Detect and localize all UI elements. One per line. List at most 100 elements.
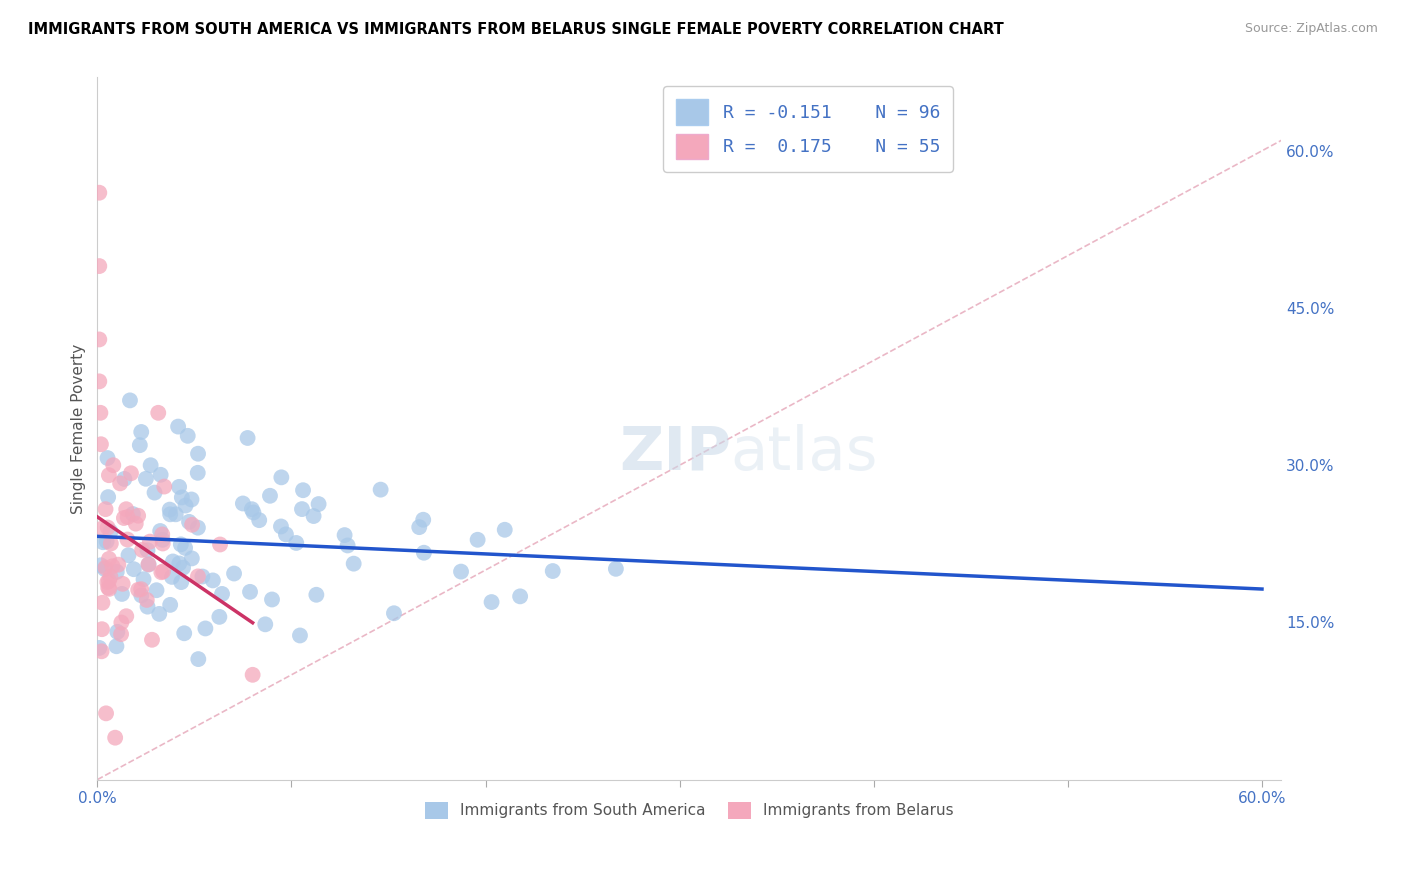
Point	[150, 527, 173, 541]
Point	[96, 450, 118, 465]
Point	[117, 548, 139, 562]
Point	[110, 627, 132, 641]
Point	[181, 517, 204, 532]
Point	[288, 628, 311, 642]
Point	[136, 543, 159, 558]
Point	[100, 524, 122, 539]
Point	[107, 558, 129, 572]
Point	[336, 538, 359, 552]
Point	[97, 520, 120, 534]
Point	[152, 533, 174, 547]
Point	[242, 668, 264, 682]
Text: ZIP: ZIP	[619, 424, 731, 483]
Point	[145, 583, 167, 598]
Point	[201, 574, 224, 588]
Point	[89, 333, 111, 347]
Point	[222, 566, 245, 581]
Point	[117, 510, 139, 524]
Point	[270, 519, 292, 533]
Point	[90, 558, 112, 573]
Point	[122, 507, 145, 521]
Point	[191, 569, 214, 583]
Point	[467, 533, 489, 547]
Point	[117, 533, 139, 547]
Point	[177, 515, 200, 529]
Point	[138, 558, 160, 572]
Point	[125, 516, 148, 531]
Point	[541, 564, 564, 578]
Point	[94, 560, 117, 574]
Point	[96, 534, 118, 549]
Point	[236, 431, 259, 445]
Point	[127, 582, 149, 597]
Point	[94, 502, 117, 516]
Point	[94, 706, 117, 721]
Point	[139, 458, 162, 473]
Point	[118, 393, 141, 408]
Point	[149, 524, 172, 538]
Point	[91, 535, 114, 549]
Point	[131, 588, 153, 602]
Point	[239, 585, 262, 599]
Text: IMMIGRANTS FROM SOUTH AMERICA VS IMMIGRANTS FROM BELARUS SINGLE FEMALE POVERTY C: IMMIGRANTS FROM SOUTH AMERICA VS IMMIGRA…	[28, 22, 1004, 37]
Point	[148, 607, 170, 621]
Y-axis label: Single Female Poverty: Single Female Poverty	[72, 343, 86, 514]
Point	[509, 590, 531, 604]
Point	[91, 622, 114, 636]
Point	[177, 429, 200, 443]
Point	[138, 558, 160, 572]
Point	[139, 534, 162, 549]
Point	[232, 496, 254, 510]
Point	[135, 593, 157, 607]
Point	[115, 609, 138, 624]
Point	[209, 537, 232, 551]
Point	[148, 406, 170, 420]
Point	[110, 615, 132, 630]
Point	[333, 528, 356, 542]
Point	[173, 626, 195, 640]
Point	[382, 607, 405, 621]
Point	[94, 562, 117, 576]
Point	[174, 541, 197, 555]
Point	[89, 406, 111, 420]
Point	[105, 565, 128, 579]
Point	[450, 565, 472, 579]
Point	[104, 731, 127, 745]
Point	[605, 562, 627, 576]
Point	[159, 502, 181, 516]
Point	[98, 552, 121, 566]
Point	[270, 470, 292, 484]
Point	[172, 560, 194, 574]
Text: atlas: atlas	[731, 424, 879, 483]
Point	[143, 485, 166, 500]
Point	[162, 554, 184, 568]
Point	[108, 476, 131, 491]
Point	[169, 557, 191, 571]
Point	[494, 523, 516, 537]
Point	[105, 639, 128, 653]
Point	[160, 570, 183, 584]
Point	[187, 447, 209, 461]
Point	[89, 375, 111, 389]
Point	[96, 575, 118, 590]
Point	[343, 557, 366, 571]
Point	[413, 546, 436, 560]
Point	[100, 536, 122, 550]
Point	[174, 499, 197, 513]
Point	[91, 596, 114, 610]
Point	[167, 419, 190, 434]
Point	[170, 537, 193, 551]
Point	[97, 490, 120, 504]
Point	[292, 483, 315, 498]
Point	[305, 588, 328, 602]
Point	[194, 622, 217, 636]
Point	[308, 497, 330, 511]
Point	[90, 644, 112, 658]
Point	[167, 480, 190, 494]
Point	[208, 610, 231, 624]
Point	[412, 513, 434, 527]
Point	[170, 491, 193, 505]
Point	[187, 569, 209, 583]
Point	[240, 502, 263, 516]
Point	[115, 502, 138, 516]
